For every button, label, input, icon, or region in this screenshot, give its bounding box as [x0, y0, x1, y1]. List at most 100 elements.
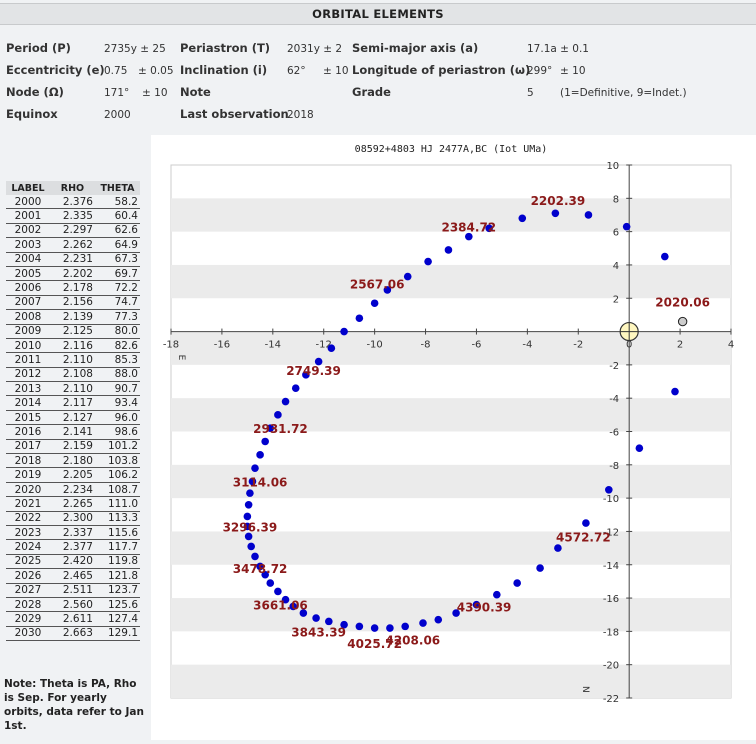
table-row: 2015 2.127 96.0	[6, 410, 140, 426]
orbit-point	[401, 622, 409, 631]
cell-theta: 123.7	[94, 583, 140, 598]
orbit-point	[444, 246, 453, 254]
periastron-longitude-error: ± 10	[560, 65, 586, 77]
column-header-theta: THETA	[94, 181, 140, 195]
cell-theta: 62.6	[94, 223, 140, 239]
orbit-point	[635, 444, 644, 452]
inclination-error: ± 10	[323, 65, 349, 77]
y-tick-label: -20	[603, 661, 619, 672]
orbit-point	[244, 532, 253, 541]
epoch-label: 2020.06	[655, 296, 710, 310]
cell-label: 2013	[6, 381, 50, 397]
orbit-point	[325, 617, 333, 626]
cell-label: 2009	[6, 324, 50, 339]
y-tick-label: -4	[609, 394, 619, 405]
cell-rho: 2.265	[49, 496, 95, 512]
grade-description: (1=Definitive, 9=Indet.)	[560, 87, 687, 99]
orbit-chart: -18 -16 -14 -12 -10 -8 -6 -4 -2 0 2 4108642-2-4-6-8…	[163, 144, 734, 705]
orbit-point	[551, 209, 560, 218]
table-row: 2022 2.300 113.3	[6, 511, 140, 526]
periastron-longitude-label: Longitude of periastron (ω)	[352, 63, 531, 77]
table-row: 2012 2.108 88.0	[6, 367, 140, 383]
orbit-point	[513, 579, 521, 587]
cell-theta: 82.6	[94, 338, 140, 354]
orbit-point	[256, 562, 264, 571]
orbit-point	[582, 519, 590, 527]
cell-theta: 69.7	[94, 266, 140, 282]
cell-rho: 2.611	[49, 611, 95, 627]
y-tick-label: 6	[613, 228, 619, 239]
orbit-point	[251, 464, 259, 472]
orbit-point	[493, 590, 501, 599]
cell-theta: 67.3	[94, 252, 140, 267]
grid-band	[171, 531, 731, 565]
orbit-point	[452, 609, 460, 617]
x-tick-label: -10	[366, 340, 382, 351]
x-tick-label: 4	[728, 340, 734, 351]
table-row: 2025 2.420 119.8	[6, 554, 140, 570]
cell-rho: 2.205	[49, 467, 95, 483]
cell-theta: 108.7	[94, 482, 140, 498]
periastron-longitude-value: 299°	[527, 65, 553, 77]
x-tick-label: -18	[163, 340, 179, 351]
orbit-point	[554, 544, 562, 552]
table-row: 2013 2.110 90.7	[6, 381, 140, 397]
cell-theta: 125.6	[94, 597, 140, 613]
cell-rho: 2.180	[49, 453, 95, 469]
y-tick-label: -22	[603, 694, 619, 705]
x-tick-label: -4	[522, 340, 532, 351]
y-tick-label: -10	[603, 494, 619, 505]
epoch-label: 3843.39	[291, 625, 346, 639]
epoch-label: 4208.06	[385, 634, 440, 648]
epoch-label: 2749.39	[286, 364, 341, 378]
cell-rho: 2.376	[49, 195, 95, 210]
cell-rho: 2.560	[49, 597, 95, 613]
periastron-value: 2031y ± 2	[287, 43, 343, 55]
epoch-label: 4025.72	[347, 637, 402, 651]
cell-label: 2029	[6, 611, 50, 627]
cell-label: 2027	[6, 583, 50, 598]
epoch-label: 3478.72	[233, 562, 288, 576]
cell-theta: 96.0	[94, 410, 140, 426]
x-tick-label: -2	[573, 340, 583, 351]
x-tick-label: 2	[677, 340, 683, 351]
grid-band	[171, 398, 731, 432]
orbit-point	[314, 357, 323, 366]
cell-theta: 90.7	[94, 381, 140, 397]
cell-rho: 2.262	[49, 237, 95, 253]
cell-label: 2015	[6, 410, 50, 426]
grid-band	[171, 598, 731, 632]
orbit-point	[289, 602, 297, 611]
column-header-rho: RHO	[49, 181, 95, 195]
epoch-label: 4572.72	[556, 530, 611, 544]
orbit-point	[246, 489, 254, 497]
table-row: 2009 2.125 80.0	[6, 324, 140, 339]
node-label: Node (Ω)	[6, 85, 64, 99]
chart-title: 08592+4803 HJ 2477A,BC (Iot UMa)	[355, 144, 548, 155]
orbit-point	[355, 622, 364, 631]
orbit-point	[243, 522, 252, 531]
cell-rho: 2.335	[49, 208, 95, 224]
table-row: 2021 2.265 111.0	[6, 496, 140, 512]
orbit-point	[281, 595, 290, 604]
x-tick-label: -16	[214, 340, 230, 351]
table-row: 2028 2.560 125.6	[6, 597, 140, 613]
cell-theta: 115.6	[94, 525, 140, 541]
cell-rho: 2.231	[49, 252, 95, 267]
orbit-point	[671, 387, 679, 396]
cell-label: 2024	[6, 539, 50, 555]
orbit-point	[248, 477, 257, 486]
orbit-point	[340, 327, 348, 336]
ephemeris-table: LABEL RHO THETA 2000 2.376 58.2 2001 2.335 60…	[6, 181, 140, 642]
cell-rho: 2.297	[49, 223, 95, 239]
cell-label: 2007	[6, 295, 50, 311]
node-error: ± 10	[142, 87, 168, 99]
orbit-point	[261, 570, 269, 579]
cell-theta: 111.0	[94, 496, 140, 512]
orbit-point	[327, 344, 336, 353]
x-axis-label: E	[176, 355, 186, 361]
cell-theta: 117.7	[94, 539, 140, 555]
table-row: 2002 2.297 62.6	[6, 223, 140, 239]
cell-label: 2002	[6, 223, 50, 239]
cell-label: 2010	[6, 338, 50, 354]
